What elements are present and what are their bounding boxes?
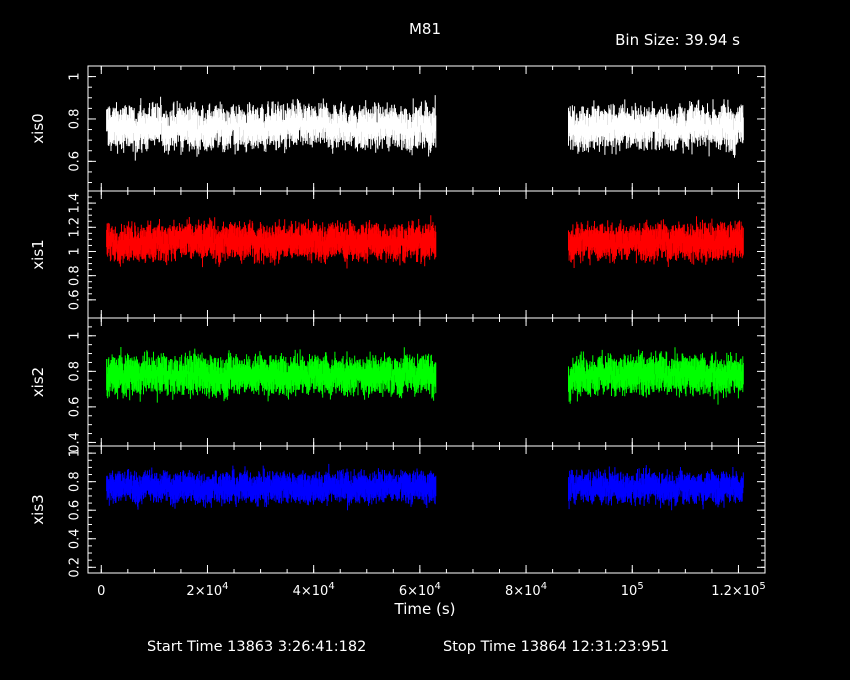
x-tick-label: 4×104 (293, 581, 335, 599)
series-xis0 (106, 95, 744, 161)
y-tick-label: 0.6 (68, 500, 83, 521)
panel-label-xis0: xis0 (29, 113, 47, 143)
panel-xis3: 0.2 0.4 0.6 0.8 1 xis3 (29, 445, 766, 578)
series-xis3 (106, 463, 744, 511)
stop-time-label: Stop Time 13864 12:31:23:951 (443, 639, 669, 655)
y-tick-label: 0.2 (68, 557, 83, 578)
panel-label-xis3: xis3 (29, 494, 47, 524)
chart-title: M81 (409, 20, 441, 38)
y-tick-label: 0.8 (68, 265, 83, 286)
series-xis2 (106, 347, 744, 405)
panel-xis2: 0.4 0.6 0.8 1 xis2 (29, 317, 766, 453)
y-tick-label: 1.2 (68, 217, 83, 238)
bin-size-label: Bin Size: 39.94 s (615, 31, 740, 49)
panel-xis1: 0.6 0.8 1 1.2 1.4 xis1 (29, 190, 766, 319)
y-tick-label: 0.6 (68, 151, 83, 172)
y-tick-label: 1 (68, 247, 83, 255)
start-time-label: Start Time 13863 3:26:41:182 (147, 639, 366, 655)
panel-label-xis1: xis1 (29, 239, 47, 269)
series-xis1 (106, 215, 744, 269)
x-axis-label: Time (s) (394, 600, 456, 618)
y-tick-label: 1 (68, 332, 83, 340)
x-tick-label: 1.2×105 (711, 581, 765, 599)
panel-xis0: 0.6 0.8 1 xis0 (29, 65, 766, 192)
data-bins-xis2 (106, 347, 744, 405)
y-tick-label: 0.8 (68, 109, 83, 130)
y-tick-label: 1 (68, 449, 83, 457)
y-tick-label: 0.4 (68, 528, 83, 549)
y-tick-label: 0.6 (68, 290, 83, 311)
panel-frame (87, 445, 766, 574)
y-tick-label: 0.8 (68, 361, 83, 382)
panels-group: 0.6 0.8 1 xis0 0.6 0.8 1 1.2 1.4 xis1 0.4 0.6 0.8 1 xi… (29, 65, 766, 578)
y-tick-label: 0.6 (68, 397, 83, 418)
y-tick-label: 1 (68, 72, 83, 80)
x-tick-label: 8×104 (505, 581, 547, 599)
y-tick-label: 1.4 (68, 193, 83, 214)
data-bins-xis1 (106, 215, 744, 269)
x-tick-label: 0 (97, 584, 105, 599)
x-tick-label: 2×104 (186, 581, 228, 599)
data-bins-xis0 (106, 95, 744, 161)
y-tick-label: 0.8 (68, 471, 83, 492)
x-axis: 0 2×104 4×104 6×104 8×104 105 1.2×105 (97, 581, 766, 599)
x-tick-label: 105 (621, 581, 644, 599)
data-bins-xis3 (106, 463, 744, 511)
x-tick-label: 6×104 (399, 581, 441, 599)
y-tick-label: 0.4 (68, 432, 83, 453)
panel-label-xis2: xis2 (29, 367, 47, 397)
